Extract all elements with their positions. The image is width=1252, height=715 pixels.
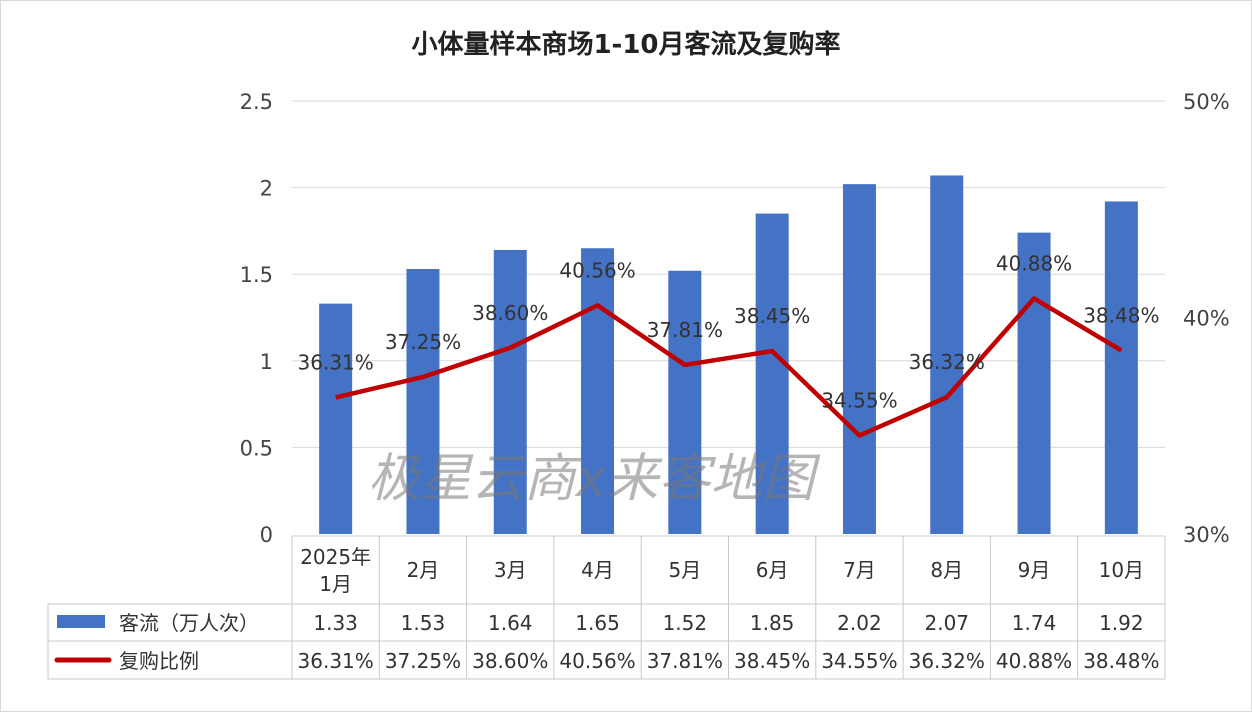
left-axis-tick-label: 0.5 xyxy=(240,436,273,460)
category-label: 5月 xyxy=(668,558,701,582)
table-cell-客流: 1.85 xyxy=(750,611,795,635)
category-label: 6月 xyxy=(756,558,789,582)
table-cell-复购比例: 38.60% xyxy=(472,649,548,673)
category-label: 10月 xyxy=(1099,558,1144,582)
data-label: 36.32% xyxy=(909,350,985,374)
table-cell-客流: 1.64 xyxy=(488,611,533,635)
right-axis-tick-label: 50% xyxy=(1183,90,1230,114)
category-label: 9月 xyxy=(1018,558,1051,582)
legend-bar-swatch xyxy=(57,615,105,628)
data-label: 37.25% xyxy=(385,330,461,354)
table-cell-复购比例: 40.56% xyxy=(559,649,635,673)
category-label: 2025年 xyxy=(300,545,371,569)
data-label: 36.31% xyxy=(298,350,374,374)
data-label: 40.56% xyxy=(559,258,635,282)
watermark: 极星云商x来客地图 xyxy=(368,449,822,509)
category-label: 7月 xyxy=(843,558,876,582)
table-cell-复购比例: 40.88% xyxy=(996,649,1072,673)
category-label: 2月 xyxy=(407,558,440,582)
left-axis-tick-label: 1 xyxy=(260,350,273,374)
table-cell-客流: 1.33 xyxy=(313,611,358,635)
table-cell-复购比例: 34.55% xyxy=(821,649,897,673)
bar-客流 xyxy=(406,269,440,534)
legend-label-客流: 客流（万人次） xyxy=(119,611,259,635)
data-label: 34.55% xyxy=(821,388,897,412)
table-cell-客流: 1.74 xyxy=(1012,611,1057,635)
data-label: 38.45% xyxy=(734,304,810,328)
table-cell-客流: 1.92 xyxy=(1099,611,1144,635)
bar-客流 xyxy=(1017,232,1051,534)
left-axis-tick-label: 1.5 xyxy=(240,263,273,287)
category-label: 8月 xyxy=(930,558,963,582)
right-axis-tick-label: 40% xyxy=(1183,307,1230,331)
data-label: 38.60% xyxy=(472,301,548,325)
category-label: 4月 xyxy=(581,558,614,582)
bar-客流 xyxy=(493,249,527,534)
bar-客流 xyxy=(1104,201,1138,534)
legend-label-复购比例: 复购比例 xyxy=(119,649,199,673)
bar-客流 xyxy=(755,213,789,534)
left-axis-tick-label: 2.5 xyxy=(240,90,273,114)
table-cell-客流: 1.53 xyxy=(401,611,446,635)
chart-title: 小体量样本商场1-10月客流及复购率 xyxy=(411,29,840,60)
table-cell-复购比例: 36.31% xyxy=(298,649,374,673)
bar-客流 xyxy=(319,303,353,534)
table-cell-复购比例: 37.81% xyxy=(647,649,723,673)
category-label: 1月 xyxy=(319,572,352,596)
table-cell-复购比例: 38.45% xyxy=(734,649,810,673)
line-复购比例 xyxy=(335,296,1123,438)
bar-客流 xyxy=(581,248,615,534)
table-cell-复购比例: 38.48% xyxy=(1083,649,1159,673)
left-axis-tick-label: 2 xyxy=(260,177,273,201)
table-cell-复购比例: 37.25% xyxy=(385,649,461,673)
table-cell-客流: 1.52 xyxy=(663,611,708,635)
bar-客流 xyxy=(930,175,964,534)
category-label: 3月 xyxy=(494,558,527,582)
right-axis-tick-label: 30% xyxy=(1183,523,1230,547)
table-cell-复购比例: 36.32% xyxy=(909,649,985,673)
table-cell-客流: 2.02 xyxy=(837,611,882,635)
bar-客流 xyxy=(668,270,702,534)
data-label: 38.48% xyxy=(1083,303,1159,327)
data-label: 37.81% xyxy=(647,318,723,342)
left-axis-tick-label: 0 xyxy=(260,523,273,547)
data-label: 40.88% xyxy=(996,251,1072,275)
table-cell-客流: 1.65 xyxy=(575,611,620,635)
bar-客流 xyxy=(842,184,876,535)
table-cell-客流: 2.07 xyxy=(924,611,969,635)
